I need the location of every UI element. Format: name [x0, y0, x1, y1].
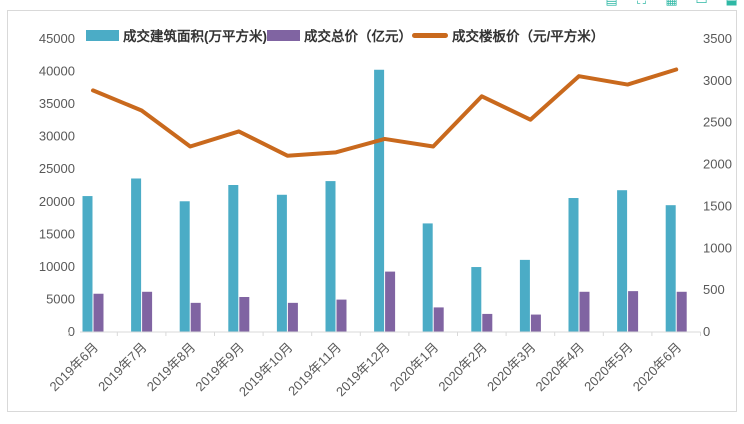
left-axis-tick-label: 45000 [39, 31, 75, 46]
left-axis-tick-label: 0 [68, 324, 75, 339]
x-axis-category-label: 2020年3月 [484, 340, 539, 395]
x-axis-category-label: 2020年2月 [435, 340, 490, 395]
price-total-bar [579, 291, 590, 332]
area-bar [422, 223, 433, 332]
right-axis-tick-label: 1500 [703, 198, 732, 213]
toolbox-icon-1[interactable]: ▤ [604, 0, 619, 8]
combo-chart: 0500010000150002000025000300003500040000… [39, 31, 732, 399]
x-axis-category-label: 2020年5月 [581, 340, 636, 395]
left-axis-tick-label: 25000 [39, 161, 75, 176]
x-axis-category-label: 2020年1月 [387, 340, 442, 395]
left-axis-tick-label: 15000 [39, 226, 75, 241]
right-axis-tick-label: 2000 [703, 157, 732, 172]
legend-bar-swatch [86, 29, 119, 41]
price-total-bar [676, 291, 687, 332]
price-total-bar [336, 299, 347, 332]
chart-legend: 成交建筑面积(万平方米) 成交总价（亿元） 成交楼板价（元/平方米） [86, 25, 604, 45]
x-axis-category-label: 2019年6月 [47, 340, 102, 395]
x-axis-category-label: 2020年6月 [630, 340, 685, 395]
left-axis-tick-label: 20000 [39, 194, 75, 209]
price-total-bar [628, 291, 639, 332]
toolbox-icon-5[interactable]: ⬓ [724, 0, 739, 8]
floor-price-line [91, 67, 679, 158]
left-axis-tick-label: 35000 [39, 96, 75, 111]
price-total-bar [482, 313, 493, 332]
price-total-bar [93, 293, 104, 332]
chart-panel: 成交建筑面积(万平方米) 成交总价（亿元） 成交楼板价（元/平方米） 0 5000 10… [7, 10, 737, 412]
legend-item-2[interactable]: 成交总价（亿元） [267, 25, 412, 45]
right-axis-tick-label: 1000 [703, 240, 732, 255]
left-axis-tick-label: 40000 [39, 64, 75, 79]
toolbox-icon-4[interactable]: ▭ [694, 0, 709, 8]
left-axis-tick-label: 10000 [39, 259, 75, 274]
right-axis-tick-label: 2500 [703, 115, 732, 130]
right-axis-tick-label: 3500 [703, 31, 732, 46]
area-bar [374, 69, 385, 332]
area-bar [131, 178, 142, 332]
right-axis-tick-label: 500 [703, 282, 725, 297]
area-bar [276, 194, 287, 332]
area-bar [82, 196, 93, 332]
toolbox-icon-3[interactable]: ▦ [664, 0, 679, 8]
area-bar [665, 205, 676, 332]
price-total-bar [530, 314, 541, 332]
legend-label: 成交楼板价（元/平方米） [452, 29, 605, 44]
area-bar [471, 267, 482, 332]
legend-item-1[interactable]: 成交建筑面积(万平方米) [86, 25, 267, 45]
price-total-bar [385, 271, 396, 332]
right-axis-tick-label: 0 [703, 324, 710, 339]
price-total-bar [190, 302, 201, 332]
legend-item-3[interactable]: 成交楼板价（元/平方米） [412, 25, 604, 45]
left-axis-tick-label: 30000 [39, 129, 75, 144]
x-axis-category-label: 2019年8月 [144, 340, 199, 395]
x-axis-category-label: 2019年7月 [95, 340, 150, 395]
legend-bar-swatch [267, 29, 300, 41]
price-total-bar [239, 296, 250, 332]
price-total-bar [433, 307, 444, 332]
x-axis-category-label: 2020年4月 [533, 340, 588, 395]
chart-toolbox: ▤ ⛶ ▦ ▭ ⬓ [604, 0, 739, 8]
left-axis-tick-label: 5000 [46, 291, 75, 306]
legend-label: 成交总价（亿元） [304, 29, 412, 44]
area-bar [179, 201, 190, 332]
price-total-bar [287, 302, 298, 332]
right-axis-tick-label: 3000 [703, 73, 732, 88]
area-bar [228, 185, 239, 332]
area-bar [519, 259, 530, 332]
price-total-bar [142, 291, 153, 332]
area-bar [617, 190, 628, 332]
toolbox-icon-2[interactable]: ⛶ [634, 0, 649, 8]
legend-line-swatch [412, 32, 448, 38]
area-bar [568, 198, 579, 332]
legend-label: 成交建筑面积(万平方米) [123, 29, 267, 44]
area-bar [325, 181, 336, 332]
